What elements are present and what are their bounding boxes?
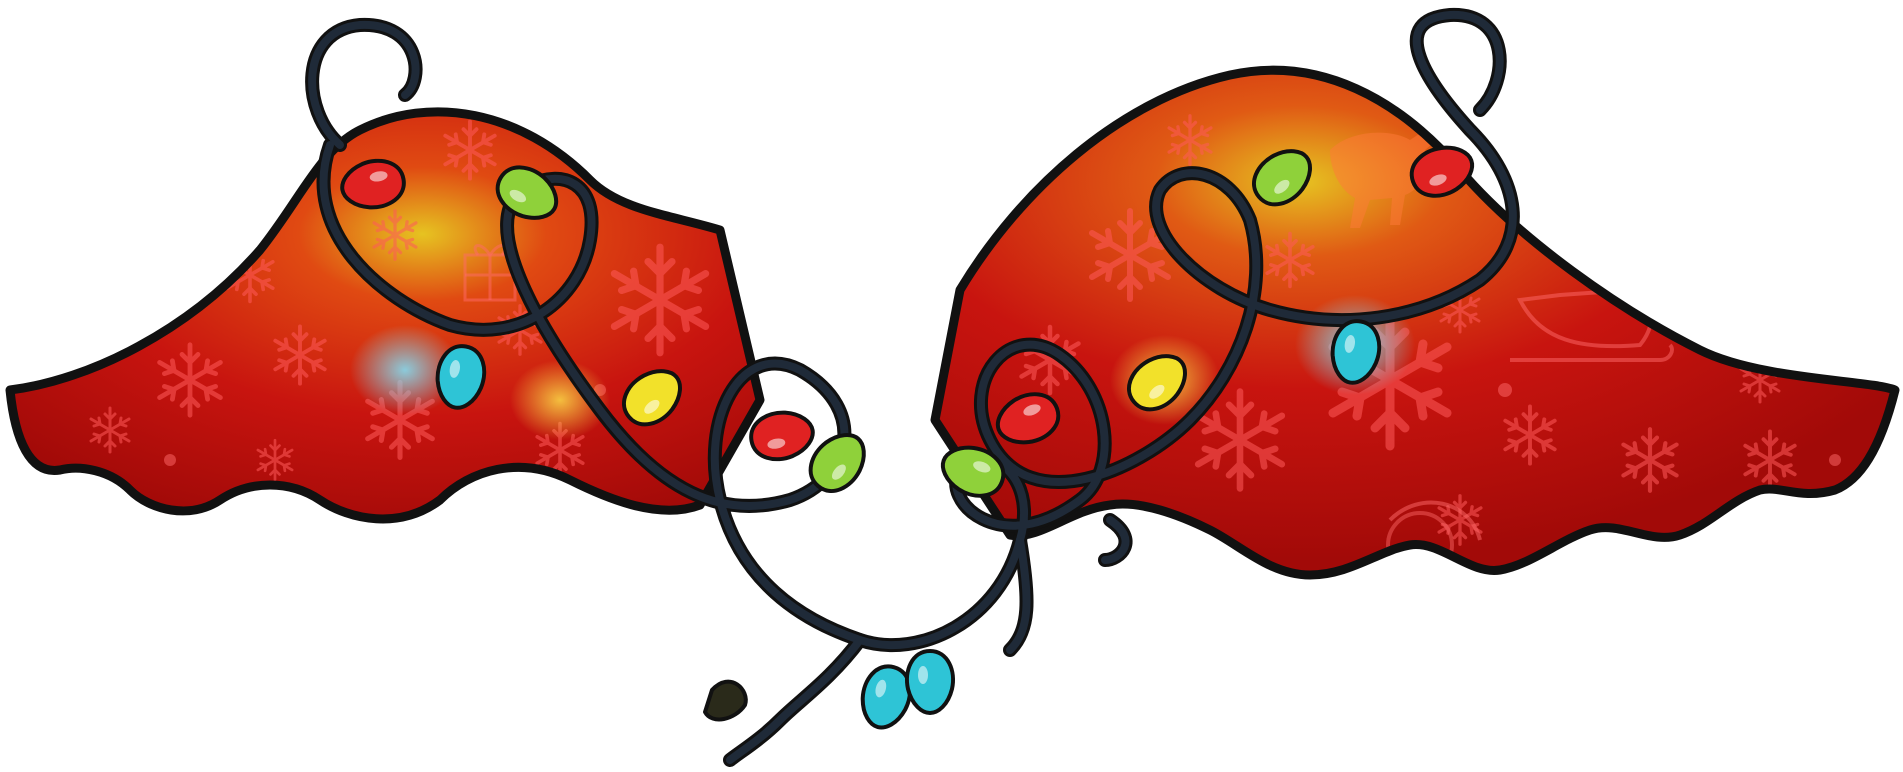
bulb-cyan-icon (904, 649, 956, 715)
light-string-cord (305, 7, 1520, 767)
bulb-red-icon (745, 405, 819, 466)
plug-icon (703, 679, 748, 722)
ornament-icon (1386, 511, 1454, 576)
